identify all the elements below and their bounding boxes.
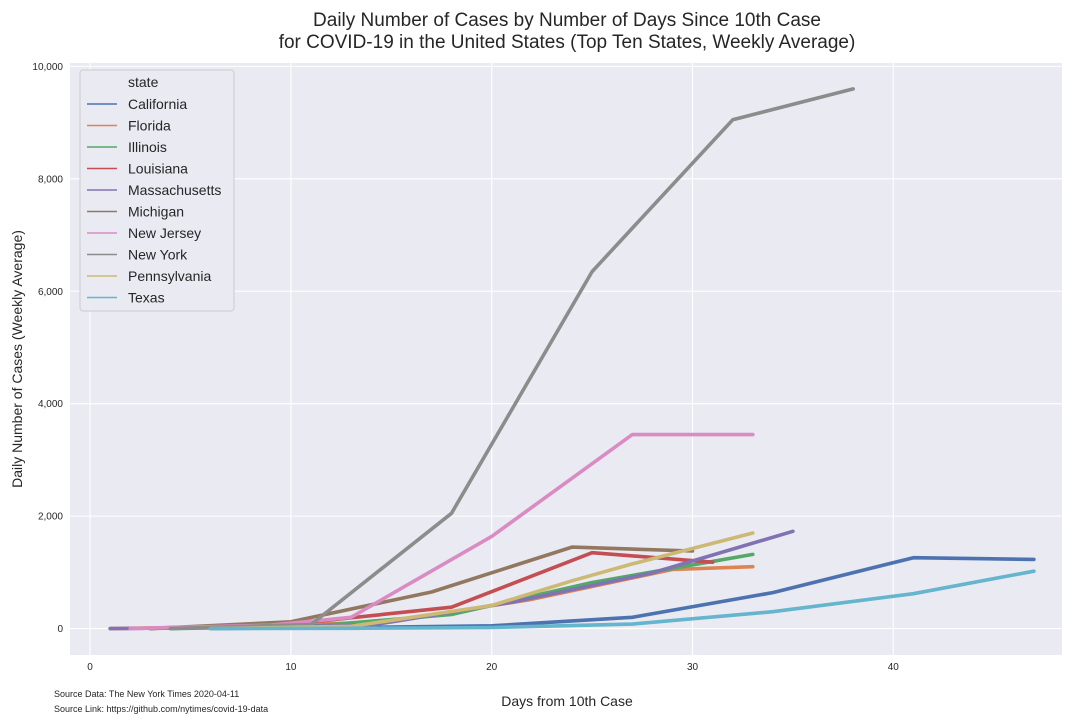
y-tick-labels: 0 2,000 4,000 6,000 8,000 10,000 (32, 62, 63, 635)
legend-label-massachusetts: Massachusetts (128, 182, 221, 198)
x-tick-label: 20 (486, 662, 498, 673)
x-tick-label: 0 (87, 662, 93, 673)
source-link: Source Link: https://github.com/nytimes/… (54, 704, 268, 714)
legend-label-pennsylvania: Pennsylvania (128, 268, 211, 284)
legend-box (79, 69, 235, 312)
y-tick-label: 4,000 (38, 399, 63, 410)
x-tick-label: 10 (285, 662, 297, 673)
series-lines (108, 87, 1036, 631)
legend-label-michigan: Michigan (128, 204, 184, 220)
x-tick-label: 40 (888, 662, 900, 673)
legend-label-illinois: Illinois (128, 139, 167, 155)
x-tick-label: 30 (687, 662, 699, 673)
y-tick-label: 10,000 (32, 62, 63, 73)
source-data: Source Data: The New York Times 2020-04-… (54, 689, 239, 699)
legend-label-new-york: New York (128, 247, 188, 263)
x-axis-label: Days from 10th Case (501, 693, 633, 709)
y-tick-label: 6,000 (38, 287, 63, 298)
series-line-new-york (168, 87, 856, 631)
legend-label-texas: Texas (128, 290, 165, 306)
y-tick-label: 0 (57, 624, 63, 635)
legend-title: state (128, 74, 159, 90)
legend-label-florida: Florida (128, 118, 171, 134)
series-line-texas (208, 569, 1036, 631)
plot-area (70, 63, 1062, 655)
chart-title-line-1: Daily Number of Cases by Number of Days … (313, 10, 821, 31)
x-tick-labels: 0 10 20 30 40 (87, 662, 899, 673)
chart-title-line-2: for COVID-19 in the United States (Top T… (279, 32, 856, 53)
legend-label-louisiana: Louisiana (128, 161, 188, 177)
y-tick-label: 8,000 (38, 174, 63, 185)
legend-label-new-jersey: New Jersey (128, 225, 201, 241)
legend-label-california: California (128, 96, 187, 112)
y-axis-label: Daily Number of Cases (Weekly Average) (9, 230, 25, 488)
y-tick-label: 2,000 (38, 512, 63, 523)
legend: state California Florida Illinois Louisiana… (79, 69, 235, 312)
grid (70, 63, 1062, 655)
